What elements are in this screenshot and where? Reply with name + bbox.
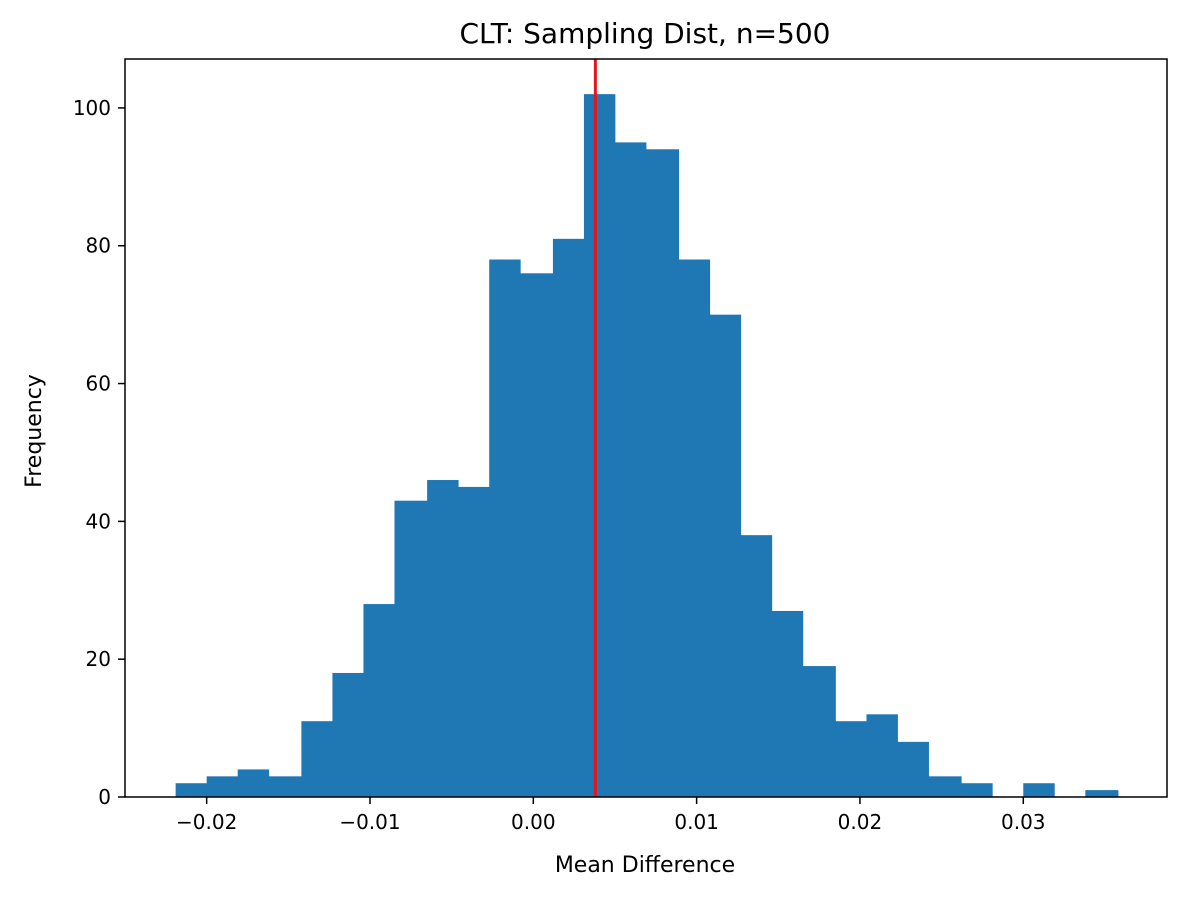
histogram-bar (740, 535, 773, 797)
x-axis-label: Mean Difference (555, 853, 735, 878)
histogram-bar (458, 486, 490, 797)
x-tick-label: 0.02 (838, 810, 883, 834)
y-tick-label: 80 (86, 234, 111, 258)
histogram-bar (175, 783, 208, 797)
histogram-bar (866, 714, 898, 797)
histogram-bar (363, 604, 395, 797)
histogram-bar (206, 776, 239, 797)
x-tick-label: 0.01 (674, 810, 719, 834)
y-tick-label: 100 (73, 96, 111, 120)
bars-group (175, 94, 1119, 798)
histogram-bar (332, 672, 364, 797)
histogram-bar (771, 610, 804, 797)
histogram-bar (928, 776, 962, 797)
x-tick-label: 0.00 (511, 810, 556, 834)
histogram-bar (489, 259, 521, 797)
histogram-bar (237, 769, 270, 797)
histogram-bar (1085, 790, 1119, 797)
histogram-bar (520, 273, 554, 798)
histogram-bar (394, 500, 428, 797)
histogram-bar (709, 314, 742, 797)
y-tick-label: 0 (98, 785, 111, 809)
x-tick-label: 0.03 (1001, 810, 1046, 834)
histogram-bar (961, 783, 993, 797)
y-tick-label: 20 (86, 647, 111, 671)
histogram-bar (427, 480, 459, 797)
histogram-bar (583, 94, 616, 797)
x-axis-ticks: −0.02 −0.01 0.00 0.01 0.02 0.03 (176, 797, 1046, 834)
x-tick-label: −0.01 (339, 810, 400, 834)
y-tick-label: 40 (86, 509, 111, 533)
histogram-bar (268, 776, 302, 797)
histogram-bar (1023, 783, 1055, 797)
histogram-bar (646, 149, 680, 797)
histogram-bar (802, 666, 836, 797)
y-axis-ticks: 0 20 40 60 80 100 (73, 96, 125, 809)
plot-frame (124, 58, 1168, 798)
x-tick-label: −0.02 (176, 810, 237, 834)
histogram-bar (614, 142, 647, 797)
histogram-bar (301, 721, 333, 797)
chart-title: CLT: Sampling Dist, n=500 (460, 17, 831, 50)
histogram-bar (897, 741, 929, 797)
y-axis-label: Frequency (22, 374, 47, 488)
histogram-bar (835, 721, 867, 797)
y-tick-label: 60 (86, 372, 111, 396)
histogram-bar (552, 238, 585, 797)
histogram-bar (678, 259, 711, 797)
